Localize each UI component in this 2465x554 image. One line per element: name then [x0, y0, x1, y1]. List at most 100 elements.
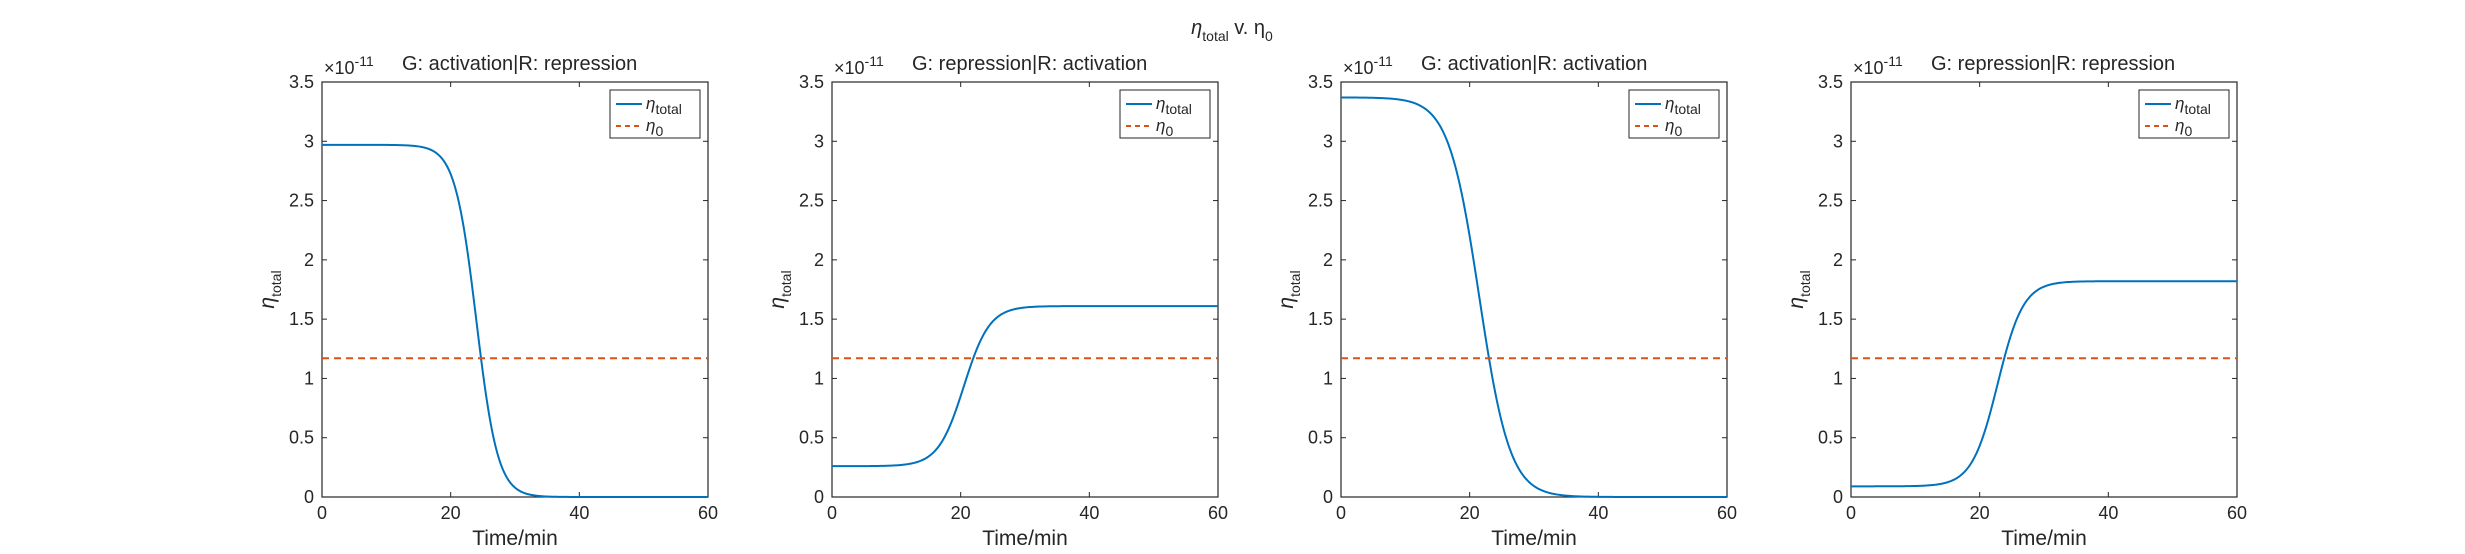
subplot-title: G: repression|R: activation: [912, 53, 1147, 75]
figure-title-main: η: [1191, 17, 1202, 39]
exponent-power: -11: [1884, 53, 1903, 69]
legend-box: [2138, 89, 2230, 139]
legend-box: [1628, 89, 1720, 139]
y-axis-label-sub: total: [268, 270, 284, 296]
x-tick-label: 0: [827, 503, 837, 523]
legend-label-main: η: [646, 94, 655, 113]
legend-label-eta-total: ηtotal: [1156, 94, 1192, 117]
y-tick-label: 1: [304, 368, 314, 388]
axes-box: [1340, 81, 1728, 498]
legend-label-eta-0: η0: [646, 116, 663, 139]
subplot-title: G: repression|R: repression: [1931, 53, 2175, 75]
legend-label-main: η: [2175, 94, 2184, 113]
y-tick-label: 0: [814, 487, 824, 507]
exponent-label: ×10-11: [1343, 53, 1393, 78]
subplot-4: 0 20 40 60 0 0.5 1 1.5 2 2.5 3 3.5 ×10-11 G: repressi…: [1785, 53, 2247, 550]
x-tick-label: 60: [1717, 503, 1737, 523]
y-tick-label: 2: [1323, 250, 1333, 270]
legend-label-eta-total: ηtotal: [2175, 94, 2211, 117]
y-tick-label: 1.5: [1308, 309, 1333, 329]
subplot-3: 0 20 40 60 0 0.5 1 1.5 2 2.5 3 3.5 ×10-11 G: activati…: [1275, 53, 1737, 550]
y-axis-label: ηtotal: [1785, 270, 1813, 308]
legend-label-eta-total: ηtotal: [1665, 94, 1701, 117]
x-axis-label: Time/min: [2001, 527, 2087, 550]
exponent-label: ×10-11: [834, 53, 884, 78]
y-tick-label: 2: [1833, 250, 1843, 270]
y-axis-label-main: η: [1785, 297, 1808, 309]
legend-label-sub: 0: [1674, 123, 1682, 139]
y-tick-label: 2.5: [799, 191, 824, 211]
series-line-eta-total: [832, 305, 1218, 468]
exponent-base: ×10: [1853, 58, 1884, 78]
exponent-label: ×10-11: [324, 53, 374, 78]
exponent-base: ×10: [324, 58, 355, 78]
y-tick-label: 0: [1833, 487, 1843, 507]
x-tick-label: 20: [1460, 503, 1480, 523]
x-tick-label: 20: [951, 503, 971, 523]
y-axis-label-main: η: [1275, 297, 1298, 309]
y-axis-label: ηtotal: [766, 270, 794, 308]
legend-label-eta-0: η0: [2175, 116, 2192, 139]
y-tick-label: 3: [814, 131, 824, 151]
legend-label-main: η: [1665, 116, 1674, 135]
exponent-label: ×10-11: [1853, 53, 1903, 78]
y-tick-label: 0.5: [1308, 428, 1333, 448]
legend-label-sub: total: [2184, 101, 2210, 117]
y-tick-label: 0.5: [289, 428, 314, 448]
y-tick-label: 3.5: [289, 72, 314, 92]
x-tick-label: 40: [569, 503, 589, 523]
y-tick-label: 1.5: [799, 309, 824, 329]
y-tick-label: 3: [304, 131, 314, 151]
y-tick-label: 2.5: [1818, 191, 1843, 211]
subplot-title: G: activation|R: repression: [402, 53, 637, 75]
y-tick-label: 2: [814, 250, 824, 270]
legend-label-main: η: [646, 116, 655, 135]
x-tick-label: 0: [1846, 503, 1856, 523]
x-tick-label: 40: [2098, 503, 2118, 523]
subplot-1: 0 20 40 60 0 0.5 1 1.5 2 2.5 3 3.5 ×10-11 G: activati…: [256, 53, 718, 550]
y-tick-label: 2.5: [289, 191, 314, 211]
legend-label-sub: total: [1674, 101, 1700, 117]
legend-box: [1119, 89, 1211, 139]
subplot-2: 0 20 40 60 0 0.5 1 1.5 2 2.5 3 3.5 ×10-11 G: repressi…: [766, 53, 1228, 550]
y-axis-label-sub: total: [1797, 270, 1813, 296]
legend-label-main: η: [2175, 116, 2184, 135]
x-tick-label: 60: [2227, 503, 2247, 523]
legend-label-sub: 0: [2184, 123, 2192, 139]
legend-label-sub: 0: [655, 123, 663, 139]
y-axis-label: ηtotal: [256, 270, 284, 308]
legend-box: [609, 89, 701, 139]
y-axis-label-sub: total: [778, 270, 794, 296]
y-tick-label: 3: [1323, 131, 1333, 151]
y-tick-label: 1: [1323, 368, 1333, 388]
legend-label-main: η: [1156, 94, 1165, 113]
axes-box: [321, 81, 709, 498]
legend-label-sub: total: [655, 101, 681, 117]
figure-title-sub2: 0: [1265, 28, 1273, 44]
legend-label-eta-0: η0: [1665, 116, 1682, 139]
y-tick-label: 3: [1833, 131, 1843, 151]
y-tick-label: 2.5: [1308, 191, 1333, 211]
figure-title-sub: total: [1202, 28, 1228, 44]
y-tick-label: 0: [304, 487, 314, 507]
legend-label-eta-0: η0: [1156, 116, 1173, 139]
legend-label-sub: 0: [1165, 123, 1173, 139]
exponent-base: ×10: [1343, 58, 1374, 78]
exponent-power: -11: [355, 53, 374, 69]
figure-title: ηtotal v. η0: [1191, 17, 1273, 44]
axes-box: [831, 81, 1219, 498]
exponent-power: -11: [865, 53, 884, 69]
x-tick-label: 20: [1970, 503, 1990, 523]
y-tick-label: 3.5: [799, 72, 824, 92]
y-tick-label: 1.5: [289, 309, 314, 329]
axes-box: [1850, 81, 2238, 498]
y-axis-label-sub: total: [1287, 270, 1303, 296]
exponent-base: ×10: [834, 58, 865, 78]
subplot-title: G: activation|R: activation: [1421, 53, 1647, 75]
